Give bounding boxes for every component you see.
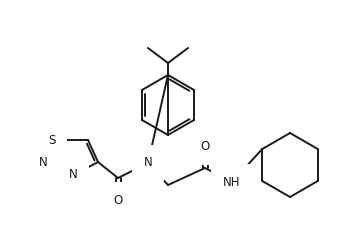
Text: N: N — [39, 155, 48, 169]
Text: S: S — [48, 134, 56, 146]
Text: O: O — [113, 194, 122, 206]
Text: NH: NH — [223, 175, 241, 188]
Text: N: N — [144, 156, 152, 170]
Text: N: N — [69, 169, 77, 181]
Text: O: O — [200, 141, 210, 153]
